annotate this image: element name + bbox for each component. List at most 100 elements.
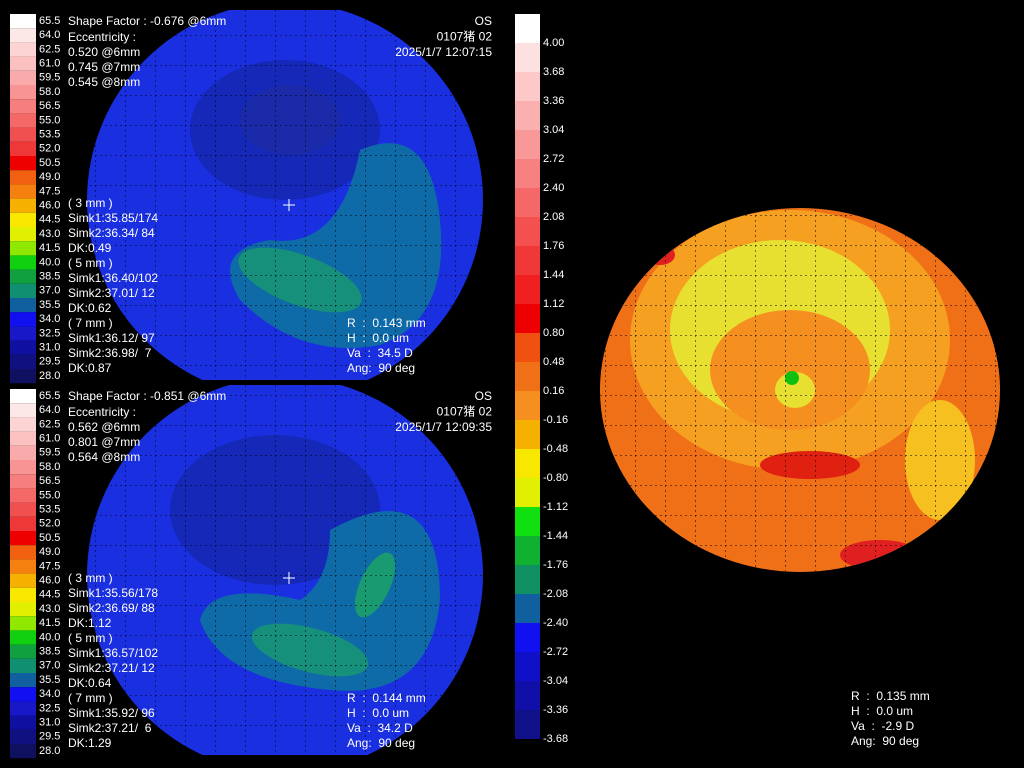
scale-swatch [10,545,36,560]
zone-line: ( 3 mm ) [68,196,113,210]
scale-swatch [10,269,36,284]
scale-label: 29.5 [39,356,60,368]
scale-label: 46.0 [39,200,60,212]
scale-swatch [515,159,540,188]
scale-swatch [10,369,36,384]
eccentricity: 0.520 @6mm [68,45,140,59]
scale-label: 3.68 [543,66,564,78]
scale-swatch [10,673,36,688]
scale-swatch [515,681,540,710]
eccentricity: 0.562 @6mm [68,420,140,434]
scale-swatch [10,431,36,446]
scale-label: 0.80 [543,327,564,339]
scale-label: 44.5 [39,214,60,226]
scale-swatch [10,602,36,617]
scale-swatch [10,127,36,142]
scale-swatch [515,652,540,681]
scale-label: 52.0 [39,518,60,530]
scale-label: 41.5 [39,242,60,254]
scale-label: 61.0 [39,58,60,70]
scale-swatch [10,729,36,744]
scale-swatch [10,70,36,85]
scale-swatch [10,14,36,29]
scale-label: 34.0 [39,688,60,700]
scale-label: 0.16 [543,385,564,397]
scale-label: 37.0 [39,285,60,297]
scale-swatch [10,156,36,171]
scale-label: 64.0 [39,29,60,41]
scale-swatch [10,298,36,313]
zone-line: Simk2:37.01/ 12 [68,286,155,300]
header: OS [475,389,492,403]
cursor-info: Ang: 90 deg [347,736,415,750]
scale-label: 35.5 [39,299,60,311]
zone-line: Simk1:36.57/102 [68,646,158,660]
scale-label: 58.0 [39,86,60,98]
scale-label: 65.5 [39,390,60,402]
scale-label: 38.5 [39,271,60,283]
scale-swatch [10,644,36,659]
cursor-info: Va : 34.2 D [347,721,413,735]
eccentricity: Eccentricity : [68,405,136,419]
scale-swatch [10,340,36,355]
header: 0107猪 02 [437,30,493,44]
scale-swatch [10,559,36,574]
scale-swatch [515,391,540,420]
scale-swatch [10,701,36,716]
scale-swatch [10,445,36,460]
scale-swatch [515,449,540,478]
scale-swatch [10,113,36,128]
scale-label: 50.5 [39,532,60,544]
scale-swatch [515,594,540,623]
zone-line: Simk2:36.69/ 88 [68,601,155,615]
scale-swatch [515,623,540,652]
scale-label: 49.0 [39,546,60,558]
zone-line: ( 7 mm ) [68,316,113,330]
eccentricity: 0.745 @7mm [68,60,140,74]
scale-swatch [10,744,36,759]
zone-line: ( 5 mm ) [68,256,113,270]
header: 2025/1/7 12:09:35 [395,420,492,434]
scale-label: 61.0 [39,433,60,445]
scale-label: -3.36 [543,704,568,716]
zone-line: Simk1:35.92/ 96 [68,706,155,720]
scale-label: 50.5 [39,157,60,169]
cursor-info: Ang: 90 deg [851,734,919,748]
scale-label: -0.48 [543,443,568,455]
cursor-info: R : 0.144 mm [347,691,426,705]
scale-swatch [10,687,36,702]
scale-label: 32.5 [39,327,60,339]
cursor-info: R : 0.135 mm [851,689,930,703]
scale-label: 31.0 [39,342,60,354]
diff-map [600,208,1000,572]
header: OS [475,14,492,28]
cursor-cross [283,199,295,584]
scale-swatch [10,403,36,418]
scale-swatch [10,460,36,475]
scale-swatch [10,184,36,199]
zone-line: DK:0.62 [68,301,112,315]
scale-swatch [10,227,36,242]
cursor-info: H : 0.0 um [347,706,409,720]
scale-swatch [515,507,540,536]
scale-label: 52.0 [39,143,60,155]
scale-swatch [515,101,540,130]
zone-line: Simk2:36.98/ 7 [68,346,152,360]
header: 0107猪 02 [437,405,493,419]
scale-label: 41.5 [39,617,60,629]
map-top [87,10,483,380]
scale-swatch [515,217,540,246]
scale-swatch [515,565,540,594]
scale-label: 37.0 [39,660,60,672]
scale-swatch [10,255,36,270]
zone-line: ( 7 mm ) [68,691,113,705]
scale-swatch [10,99,36,114]
map-bottom [87,385,483,755]
zone-line: Simk2:36.34/ 84 [68,226,155,240]
scale-swatch [10,488,36,503]
zone-line: DK:0.49 [68,241,112,255]
scale-label: 29.5 [39,731,60,743]
scale-swatch [10,389,36,404]
scale-swatch [515,275,540,304]
